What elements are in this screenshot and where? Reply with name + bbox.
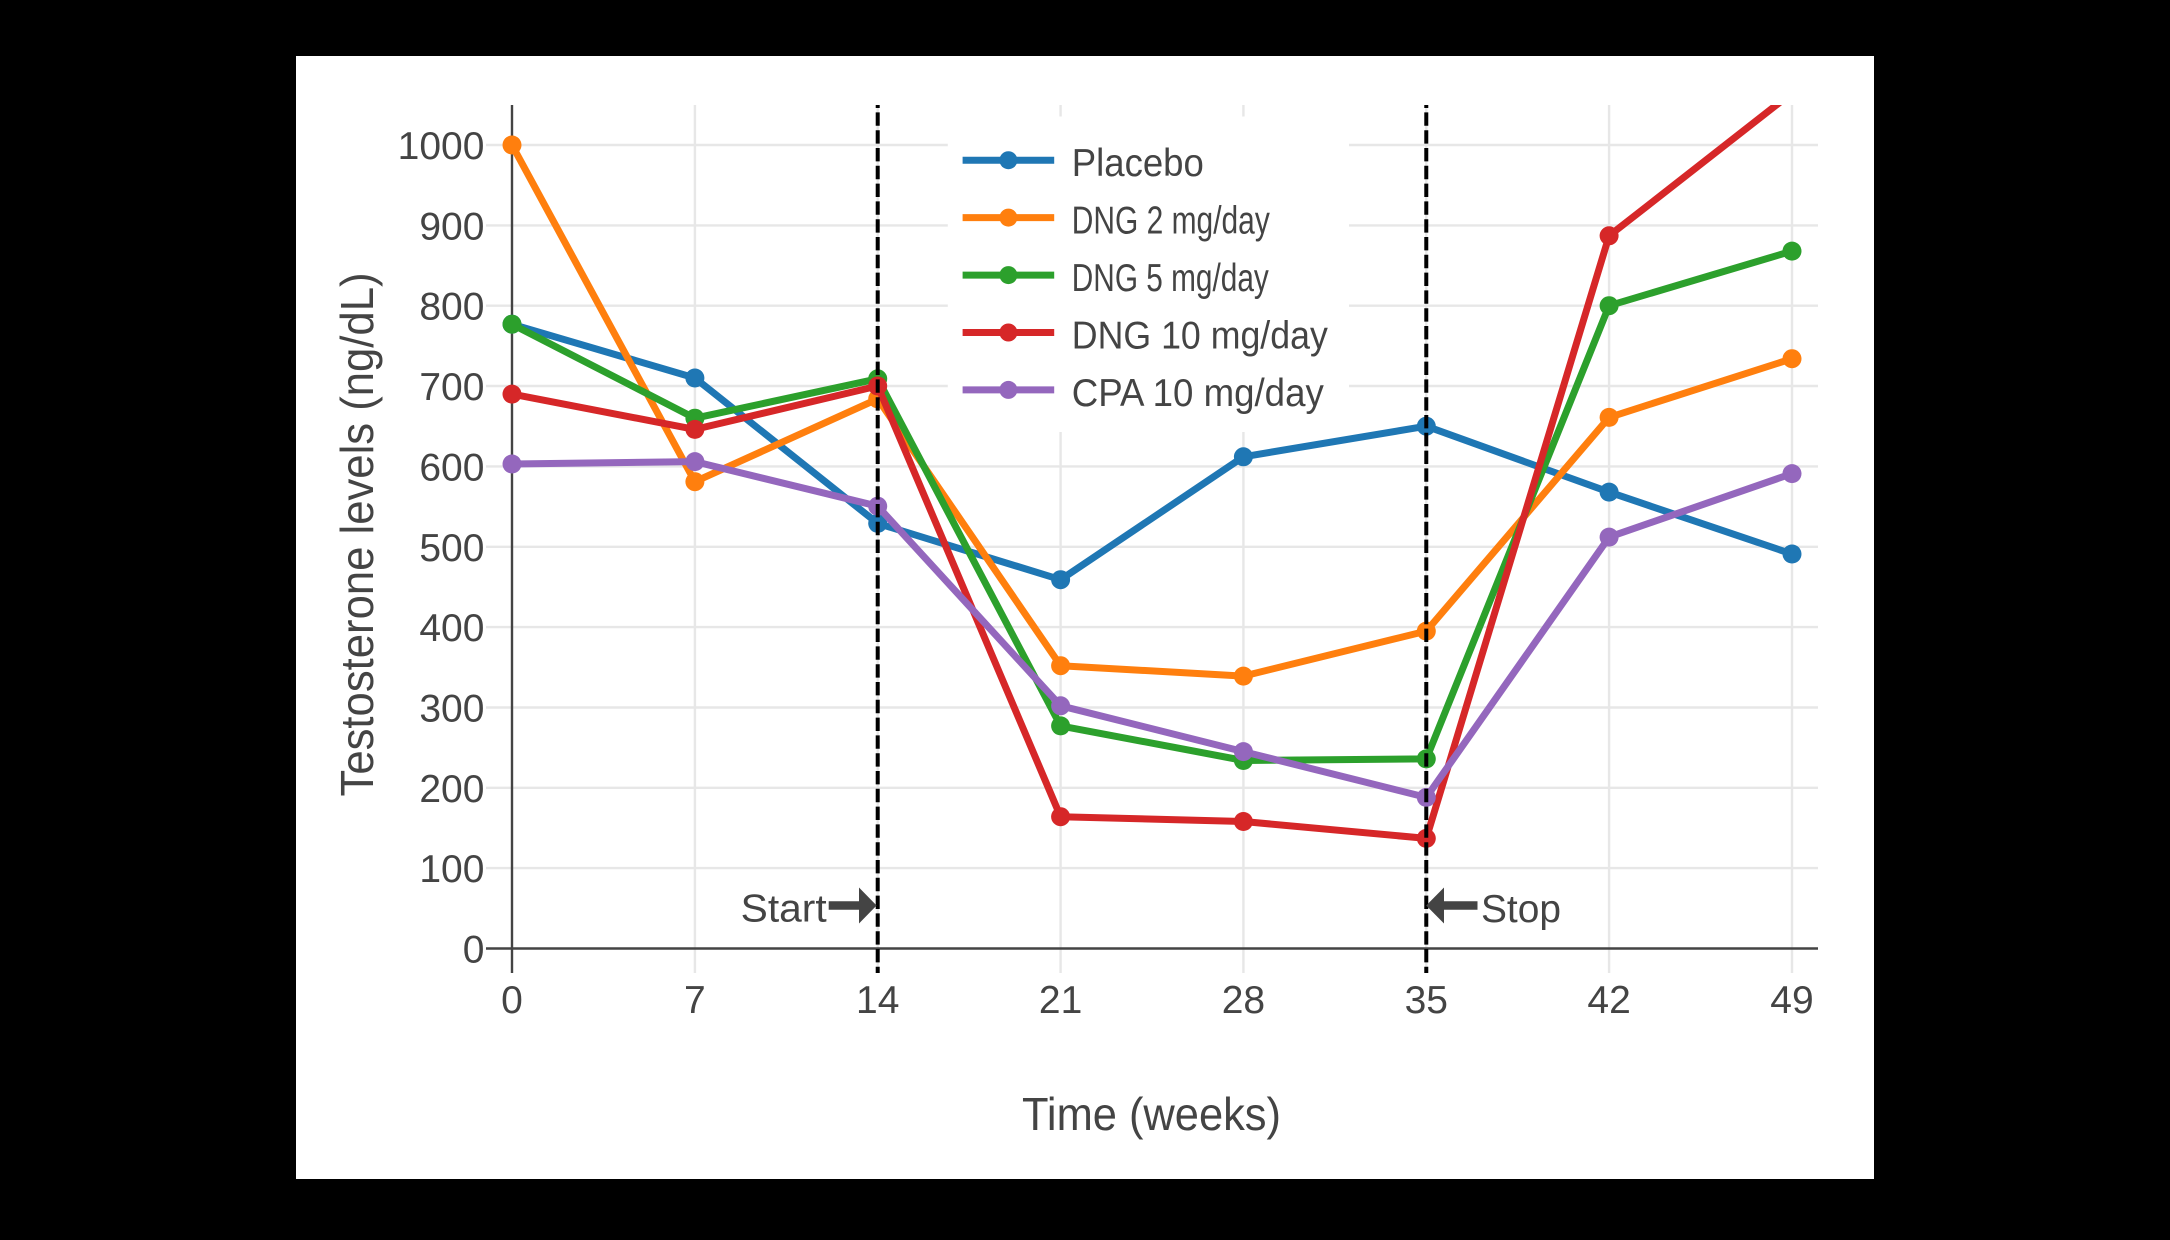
svg-text:300: 300 xyxy=(419,688,484,731)
svg-text:42: 42 xyxy=(1587,979,1630,1022)
svg-text:400: 400 xyxy=(419,607,484,650)
svg-text:7: 7 xyxy=(684,979,706,1022)
svg-text:900: 900 xyxy=(419,205,484,248)
svg-text:800: 800 xyxy=(419,286,484,329)
svg-text:Placebo: Placebo xyxy=(1072,142,1204,185)
svg-text:28: 28 xyxy=(1222,979,1265,1022)
svg-text:100: 100 xyxy=(419,848,484,891)
svg-text:Start: Start xyxy=(741,888,827,931)
svg-text:35: 35 xyxy=(1405,979,1448,1022)
svg-text:14: 14 xyxy=(856,979,899,1022)
svg-text:1000: 1000 xyxy=(398,125,485,168)
svg-text:DNG 2 mg/day: DNG 2 mg/day xyxy=(1072,200,1270,243)
svg-text:DNG 10 mg/day: DNG 10 mg/day xyxy=(1072,315,1328,358)
svg-text:700: 700 xyxy=(419,366,484,409)
svg-text:0: 0 xyxy=(501,979,523,1022)
svg-text:200: 200 xyxy=(419,768,484,811)
svg-text:500: 500 xyxy=(419,527,484,570)
svg-text:Stop: Stop xyxy=(1481,888,1561,931)
svg-text:49: 49 xyxy=(1770,979,1813,1022)
svg-text:DNG 5 mg/day: DNG 5 mg/day xyxy=(1072,257,1269,300)
svg-text:21: 21 xyxy=(1039,979,1082,1022)
svg-text:0: 0 xyxy=(463,929,485,972)
svg-text:600: 600 xyxy=(419,446,484,489)
svg-text:Time (weeks): Time (weeks) xyxy=(1022,1088,1281,1140)
svg-text:CPA 10 mg/day: CPA 10 mg/day xyxy=(1072,372,1324,415)
svg-text:Testosterone levels (ng/dL): Testosterone levels (ng/dL) xyxy=(331,273,383,797)
